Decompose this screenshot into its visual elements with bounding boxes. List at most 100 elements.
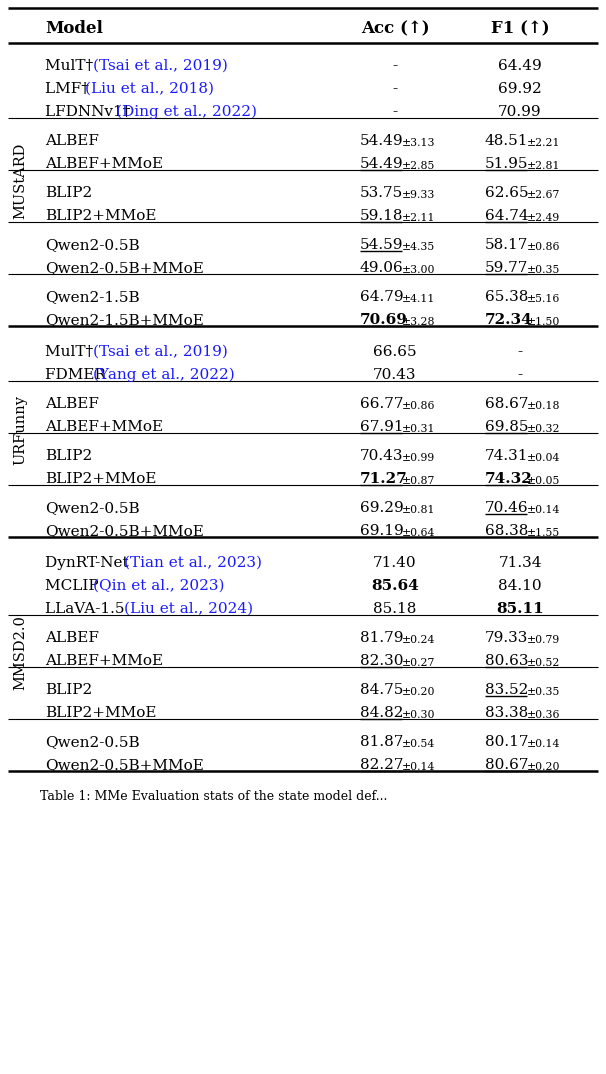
Text: 54.49: 54.49	[360, 134, 404, 148]
Text: FDMER: FDMER	[45, 367, 111, 381]
Text: -: -	[518, 345, 522, 359]
Text: 62.65: 62.65	[485, 186, 528, 200]
Text: Qwen2-0.5B: Qwen2-0.5B	[45, 237, 139, 251]
Text: BLIP2+MMoE: BLIP2+MMoE	[45, 471, 156, 485]
Text: Qwen2-0.5B+MMoE: Qwen2-0.5B+MMoE	[45, 758, 204, 772]
Text: F1 (↑): F1 (↑)	[491, 20, 549, 38]
Text: ±9.33: ±9.33	[402, 190, 435, 201]
Text: ±0.86: ±0.86	[402, 402, 435, 411]
Text: 70.43: 70.43	[360, 449, 404, 463]
Text: 66.77: 66.77	[360, 396, 404, 410]
Text: ±0.52: ±0.52	[527, 658, 560, 668]
Text: 81.87: 81.87	[360, 735, 404, 749]
Text: LLaVA-1.5: LLaVA-1.5	[45, 601, 129, 615]
Text: 51.95: 51.95	[485, 157, 528, 171]
Text: ±0.87: ±0.87	[402, 477, 435, 487]
Text: 72.34: 72.34	[485, 313, 533, 326]
Text: ±0.64: ±0.64	[402, 528, 435, 538]
Text: 65.38: 65.38	[485, 290, 528, 304]
Text: URFunny: URFunny	[13, 395, 27, 465]
Text: ±2.85: ±2.85	[402, 161, 435, 172]
Text: ±0.31: ±0.31	[402, 424, 435, 435]
Text: 68.38: 68.38	[485, 524, 528, 538]
Text: (Qin et al., 2023): (Qin et al., 2023)	[93, 579, 224, 593]
Text: 84.82: 84.82	[360, 706, 404, 720]
Text: ±0.04: ±0.04	[527, 453, 560, 464]
Text: Qwen2-0.5B+MMoE: Qwen2-0.5B+MMoE	[45, 261, 204, 275]
Text: 69.92: 69.92	[498, 82, 542, 96]
Text: 70.46: 70.46	[485, 500, 528, 514]
Text: ±0.14: ±0.14	[527, 740, 560, 750]
Text: -: -	[393, 82, 398, 96]
Text: MCLIP: MCLIP	[45, 579, 104, 593]
Text: 70.99: 70.99	[498, 105, 542, 119]
Text: ALBEF: ALBEF	[45, 396, 99, 410]
Text: 84.75: 84.75	[360, 683, 404, 697]
Text: MMSD2.0: MMSD2.0	[13, 614, 27, 690]
Text: LMF†: LMF†	[45, 82, 94, 96]
Text: ±0.35: ±0.35	[527, 265, 560, 276]
Text: ±5.16: ±5.16	[527, 294, 560, 305]
Text: Qwen2-0.5B+MMoE: Qwen2-0.5B+MMoE	[45, 524, 204, 538]
Text: ±0.54: ±0.54	[402, 740, 435, 750]
Text: 71.34: 71.34	[498, 555, 542, 569]
Text: ±2.67: ±2.67	[527, 190, 560, 201]
Text: 85.11: 85.11	[496, 601, 544, 615]
Text: BLIP2: BLIP2	[45, 683, 92, 697]
Text: 71.27: 71.27	[360, 471, 408, 485]
Text: 69.85: 69.85	[485, 420, 528, 434]
Text: ±2.11: ±2.11	[402, 214, 435, 223]
Text: 80.63: 80.63	[485, 654, 528, 668]
Text: ±1.50: ±1.50	[527, 318, 560, 328]
Text: ±0.18: ±0.18	[527, 402, 560, 411]
Text: ±0.86: ±0.86	[527, 243, 560, 252]
Text: ±0.14: ±0.14	[402, 763, 435, 772]
Text: 83.52: 83.52	[485, 683, 528, 697]
Text: ±0.35: ±0.35	[527, 687, 560, 697]
Text: ±0.36: ±0.36	[527, 711, 560, 721]
Text: Qwen2-1.5B: Qwen2-1.5B	[45, 290, 139, 304]
Text: MulT†: MulT†	[45, 345, 98, 359]
Text: 80.67: 80.67	[485, 758, 528, 772]
Text: MUStARD: MUStARD	[13, 143, 27, 219]
Text: ±0.24: ±0.24	[402, 636, 435, 645]
Text: Qwen2-0.5B: Qwen2-0.5B	[45, 500, 139, 514]
Text: Model: Model	[45, 20, 103, 38]
Text: ALBEF+MMoE: ALBEF+MMoE	[45, 420, 163, 434]
Text: 81.79: 81.79	[360, 630, 404, 644]
Text: 64.49: 64.49	[498, 59, 542, 73]
Text: ±0.81: ±0.81	[402, 506, 435, 516]
Text: Qwen2-1.5B+MMoE: Qwen2-1.5B+MMoE	[45, 313, 204, 326]
Text: 68.67: 68.67	[485, 396, 528, 410]
Text: ±2.49: ±2.49	[527, 214, 560, 223]
Text: 59.77: 59.77	[485, 261, 528, 275]
Text: (Ding et al., 2022): (Ding et al., 2022)	[116, 104, 258, 119]
Text: 85.18: 85.18	[373, 601, 417, 615]
Text: DynRT-Net: DynRT-Net	[45, 555, 133, 569]
Text: 49.06: 49.06	[360, 261, 404, 275]
Text: 69.19: 69.19	[360, 524, 404, 538]
Text: ±0.99: ±0.99	[402, 453, 435, 464]
Text: 80.17: 80.17	[485, 735, 528, 749]
Text: (Tsai et al., 2019): (Tsai et al., 2019)	[93, 59, 227, 73]
Text: (Tian et al., 2023): (Tian et al., 2023)	[124, 555, 262, 569]
Text: 66.65: 66.65	[373, 345, 417, 359]
Text: ±2.21: ±2.21	[527, 139, 560, 148]
Text: BLIP2+MMoE: BLIP2+MMoE	[45, 706, 156, 720]
Text: Qwen2-0.5B: Qwen2-0.5B	[45, 735, 139, 749]
Text: -: -	[518, 367, 522, 381]
Text: 70.43: 70.43	[373, 367, 417, 381]
Text: (Liu et al., 2024): (Liu et al., 2024)	[124, 601, 253, 615]
Text: 64.79: 64.79	[360, 290, 404, 304]
Text: ±4.35: ±4.35	[402, 243, 435, 252]
Text: ±1.55: ±1.55	[527, 528, 560, 538]
Text: 67.91: 67.91	[360, 420, 404, 434]
Text: LFDNNv1†: LFDNNv1†	[45, 105, 135, 119]
Text: ±0.79: ±0.79	[527, 636, 560, 645]
Text: BLIP2+MMoE: BLIP2+MMoE	[45, 208, 156, 222]
Text: 58.17: 58.17	[485, 237, 528, 251]
Text: ±0.30: ±0.30	[402, 711, 435, 721]
Text: ALBEF: ALBEF	[45, 134, 99, 148]
Text: ±4.11: ±4.11	[402, 294, 435, 305]
Text: ±2.81: ±2.81	[527, 161, 560, 172]
